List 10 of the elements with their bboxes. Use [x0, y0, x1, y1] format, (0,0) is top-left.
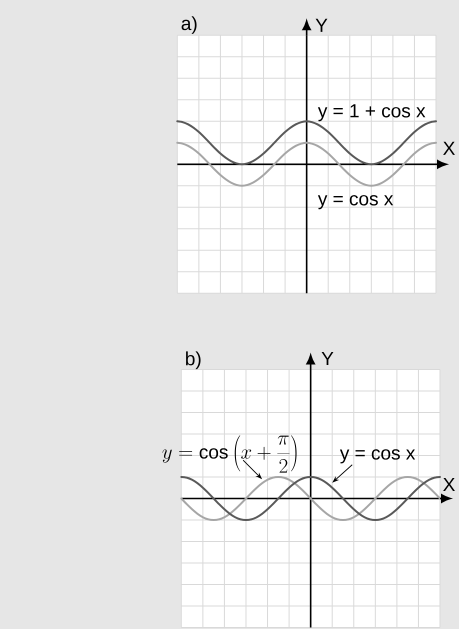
y-axis-title: Y: [316, 18, 328, 32]
series-label: y = cos x: [340, 449, 416, 464]
chart-title: a): [182, 16, 197, 34]
series-label: y = 1 + cos x: [318, 104, 426, 122]
x-axis-title: X: [443, 478, 455, 492]
y-axis-title: Y: [322, 352, 334, 366]
series-label: $y = \cos\left(x + \frac{\pi}{2}\right)$: [162, 435, 297, 473]
series-label: y = cos x: [318, 195, 394, 210]
x-axis-title: X: [443, 142, 455, 155]
chart-title: b): [186, 351, 201, 370]
